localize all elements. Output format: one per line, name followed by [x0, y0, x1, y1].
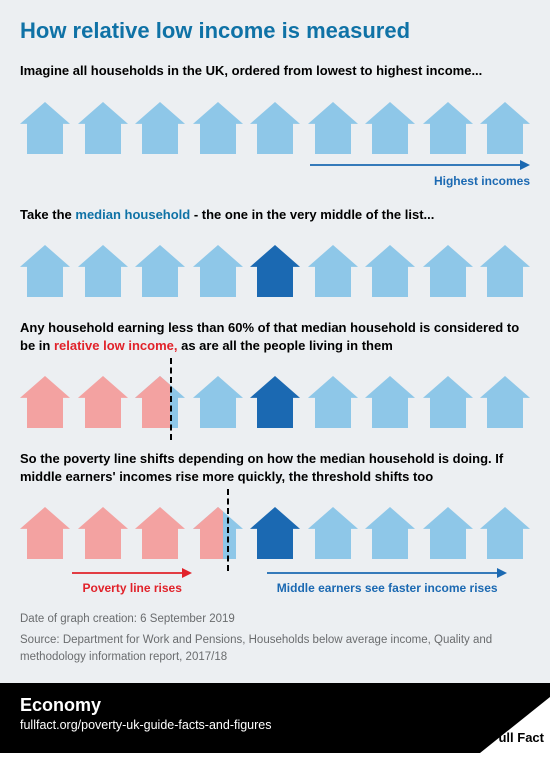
- house-icon: [250, 102, 300, 154]
- house-row-1: [20, 88, 530, 154]
- source-text: Source: Department for Work and Pensions…: [20, 632, 530, 665]
- house-icon: [135, 507, 185, 559]
- section3-text: Any household earning less than 60% of t…: [20, 319, 530, 354]
- middle-earners-label-col: Middle earners see faster income rises: [244, 567, 530, 595]
- poverty-line-marker: [227, 489, 229, 571]
- house-icon: [480, 245, 530, 297]
- house-icon: [423, 102, 473, 154]
- house-icon: [193, 507, 243, 559]
- footer-notes: Date of graph creation: 6 September 2019…: [20, 605, 530, 683]
- arrow-right-icon: [267, 567, 507, 579]
- footer-brand: Full Fact: [491, 730, 544, 745]
- footer-url: fullfact.org/poverty-uk-guide-facts-and-…: [20, 718, 550, 732]
- house-icon: [135, 376, 185, 428]
- house-row-2: [20, 231, 530, 297]
- creation-date: Date of graph creation: 6 September 2019: [20, 611, 530, 628]
- house-icon: [423, 507, 473, 559]
- house-icon: [135, 102, 185, 154]
- house-icon: [78, 245, 128, 297]
- house-icon: [365, 376, 415, 428]
- house-icon: [250, 507, 300, 559]
- house-icon: [78, 376, 128, 428]
- house-icon: [250, 376, 300, 428]
- highest-incomes-arrow-block: Highest incomes: [20, 158, 530, 188]
- house-icon: [308, 507, 358, 559]
- house-icon: [365, 102, 415, 154]
- section1-text: Imagine all households in the UK, ordere…: [20, 62, 530, 80]
- poverty-line-label-col: Poverty line rises: [20, 567, 244, 595]
- house-icon: [308, 376, 358, 428]
- house-icon: [423, 245, 473, 297]
- section4-text: So the poverty line shifts depending on …: [20, 450, 530, 485]
- rli-highlight: relative low income,: [54, 338, 178, 353]
- house-icon: [20, 102, 70, 154]
- footer-category: Economy: [20, 695, 550, 716]
- house-icon: [365, 507, 415, 559]
- median-highlight: median household: [75, 207, 190, 222]
- house-icon: [480, 102, 530, 154]
- house-icon: [78, 507, 128, 559]
- house-icon: [193, 376, 243, 428]
- bottom-arrow-labels: Poverty line rises Middle earners see fa…: [20, 567, 530, 595]
- house-icon: [480, 376, 530, 428]
- house-icon: [193, 102, 243, 154]
- house-row-3: [20, 362, 530, 428]
- house-icon: [20, 507, 70, 559]
- house-icon: [135, 245, 185, 297]
- arrow-right-icon: [310, 158, 530, 172]
- main-title: How relative low income is measured: [20, 18, 530, 44]
- section2-text: Take the median household - the one in t…: [20, 206, 530, 224]
- house-icon: [193, 245, 243, 297]
- house-icon: [308, 245, 358, 297]
- house-icon: [423, 376, 473, 428]
- house-row-4: [20, 493, 530, 559]
- arrow-right-icon: [72, 567, 192, 579]
- house-icon: [308, 102, 358, 154]
- infographic-container: How relative low income is measured Imag…: [0, 0, 550, 683]
- poverty-line-label: Poverty line rises: [83, 581, 182, 595]
- footer-bar: Economy fullfact.org/poverty-uk-guide-fa…: [0, 683, 550, 753]
- house-icon: [20, 245, 70, 297]
- highest-incomes-label: Highest incomes: [434, 174, 530, 188]
- house-icon: [78, 102, 128, 154]
- house-icon: [480, 507, 530, 559]
- middle-earners-label: Middle earners see faster income rises: [277, 581, 498, 595]
- poverty-line-marker: [170, 358, 172, 440]
- house-icon: [250, 245, 300, 297]
- house-icon: [20, 376, 70, 428]
- house-icon: [365, 245, 415, 297]
